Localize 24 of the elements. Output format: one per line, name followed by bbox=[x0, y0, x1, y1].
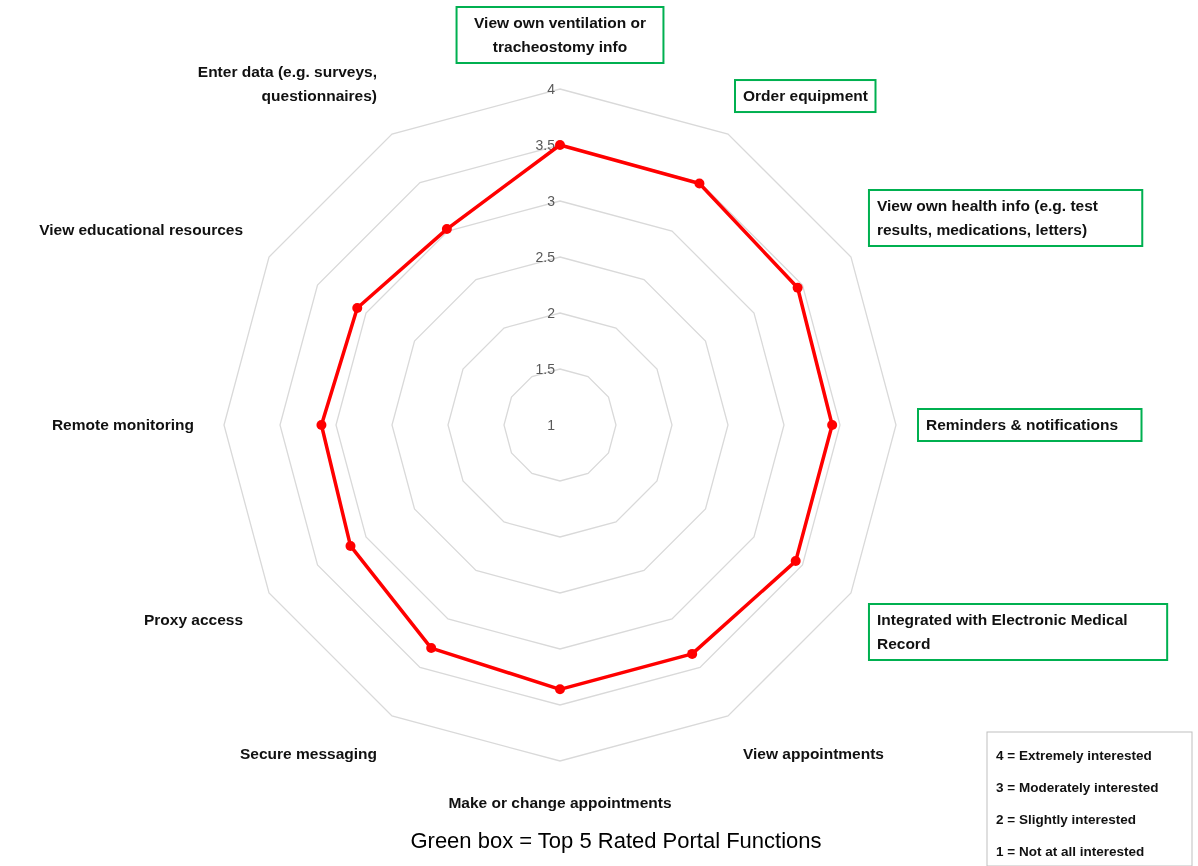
text: 2 = Slightly interested bbox=[996, 812, 1136, 827]
y-tick-label: 1.5 bbox=[535, 361, 556, 377]
spoke-label: View own health info (e.g. test results, medications, letters) bbox=[876, 197, 1099, 238]
spoke-label: View own ventilation or tracheostomy info bbox=[474, 14, 646, 55]
y-tick-label: 3.5 bbox=[535, 137, 556, 153]
text: Green box = Top 5 Rated Portal Functions bbox=[410, 828, 822, 853]
spoke-label: Order equipment bbox=[743, 87, 868, 105]
text: 1 = Not at all interested bbox=[996, 844, 1145, 859]
y-tick-label: 1 bbox=[547, 417, 556, 433]
spoke-label: View appointments bbox=[743, 744, 884, 762]
text: 3 = Moderately interested bbox=[996, 780, 1159, 795]
y-tick-label: 3 bbox=[547, 193, 556, 209]
y-tick-label: 4 bbox=[547, 81, 556, 97]
y-tick-label: 2.5 bbox=[535, 249, 556, 265]
spoke-label: View educational resources bbox=[39, 221, 244, 238]
text: 4 = Extremely interested bbox=[996, 748, 1152, 763]
y-tick-label: 2 bbox=[547, 305, 556, 321]
spoke-label: Reminders & notifications bbox=[926, 416, 1119, 433]
spoke-label: Enter data (e.g. surveys, questionnaires) bbox=[197, 63, 377, 105]
spoke-label: Secure messaging bbox=[240, 744, 377, 762]
spoke-label: Make or change appointments bbox=[448, 794, 672, 811]
spoke-label: Proxy access bbox=[143, 611, 244, 628]
spoke-label: Integrated with Electronic Medical Record bbox=[876, 611, 1128, 652]
spoke-label: Remote monitoring bbox=[51, 416, 194, 433]
